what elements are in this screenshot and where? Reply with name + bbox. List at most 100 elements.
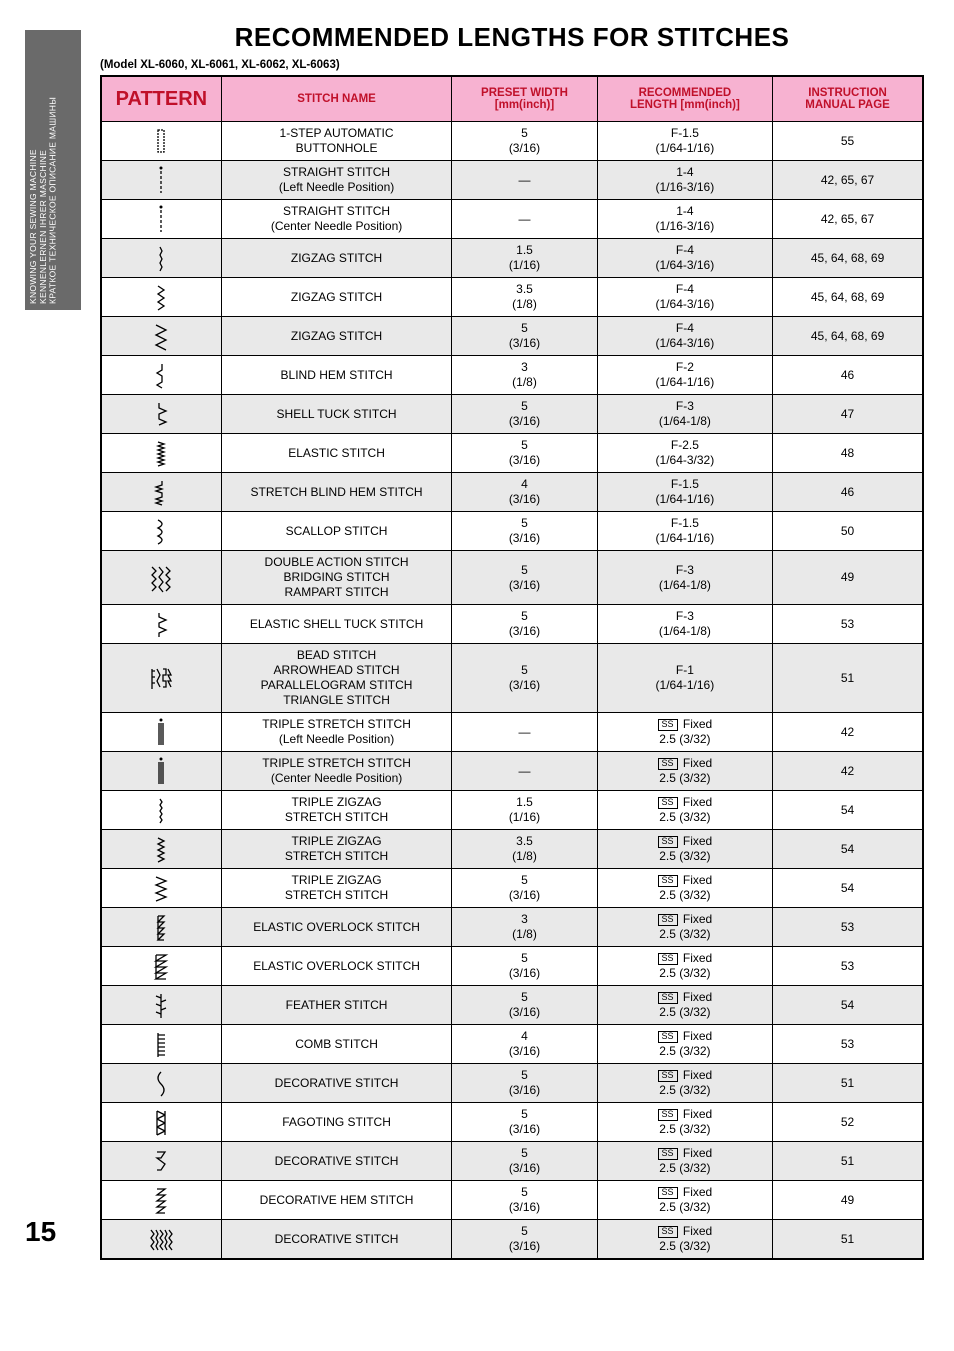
stitch-name: ELASTIC OVERLOCK STITCH xyxy=(221,908,452,947)
table-row: TRIPLE ZIGZAGSTRETCH STITCH1.5(1/16)SS F… xyxy=(101,791,923,830)
preset-width: 3(1/8) xyxy=(452,356,597,395)
manual-page: 42, 65, 67 xyxy=(773,161,923,200)
stitch-name: FAGOTING STITCH xyxy=(221,1103,452,1142)
preset-width: 3(1/8) xyxy=(452,908,597,947)
manual-page: 51 xyxy=(773,1064,923,1103)
pattern-icon xyxy=(101,605,221,644)
table-row: BLIND HEM STITCH3(1/8)F-2(1/64-1/16)46 xyxy=(101,356,923,395)
pattern-icon xyxy=(101,356,221,395)
recommended-length: SS Fixed2.5 (3/32) xyxy=(597,1142,772,1181)
preset-width: 3.5(1/8) xyxy=(452,278,597,317)
table-row: 1-STEP AUTOMATICBUTTONHOLE5(3/16)F-1.5(1… xyxy=(101,122,923,161)
recommended-length: F-3(1/64-1/8) xyxy=(597,395,772,434)
table-row: TRIPLE STRETCH STITCH(Center Needle Posi… xyxy=(101,752,923,791)
table-row: TRIPLE STRETCH STITCH(Left Needle Positi… xyxy=(101,713,923,752)
manual-page: 48 xyxy=(773,434,923,473)
page-content: RECOMMENDED LENGTHS FOR STITCHES (Model … xyxy=(100,0,954,1260)
recommended-length: F-4(1/64-3/16) xyxy=(597,239,772,278)
manual-page: 51 xyxy=(773,1220,923,1260)
recommended-length: F-2.5(1/64-3/32) xyxy=(597,434,772,473)
th-name: STITCH NAME xyxy=(221,76,452,122)
pattern-icon xyxy=(101,1181,221,1220)
stitch-name: SCALLOP STITCH xyxy=(221,512,452,551)
manual-page: 51 xyxy=(773,644,923,713)
preset-width: 4(3/16) xyxy=(452,473,597,512)
stitch-name: STRAIGHT STITCH(Center Needle Position) xyxy=(221,200,452,239)
stitch-name: ZIGZAG STITCH xyxy=(221,278,452,317)
table-row: FEATHER STITCH5(3/16)SS Fixed2.5 (3/32)5… xyxy=(101,986,923,1025)
stitch-name: STRETCH BLIND HEM STITCH xyxy=(221,473,452,512)
manual-page: 42 xyxy=(773,713,923,752)
side-tab: KNOWING YOUR SEWING MACHINEKENNENLERNEN … xyxy=(25,30,81,310)
stitch-name: DECORATIVE HEM STITCH xyxy=(221,1181,452,1220)
manual-page: 47 xyxy=(773,395,923,434)
preset-width: 5(3/16) xyxy=(452,947,597,986)
manual-page: 49 xyxy=(773,1181,923,1220)
stitch-name: TRIPLE ZIGZAGSTRETCH STITCH xyxy=(221,791,452,830)
pattern-icon xyxy=(101,1103,221,1142)
table-row: DECORATIVE STITCH5(3/16)SS Fixed2.5 (3/3… xyxy=(101,1064,923,1103)
recommended-length: F-1.5(1/64-1/16) xyxy=(597,512,772,551)
manual-page: 54 xyxy=(773,986,923,1025)
model-subtitle: (Model XL-6060, XL-6061, XL-6062, XL-606… xyxy=(100,59,924,71)
table-row: ZIGZAG STITCH3.5(1/8)F-4(1/64-3/16)45, 6… xyxy=(101,278,923,317)
pattern-icon xyxy=(101,644,221,713)
manual-page: 46 xyxy=(773,356,923,395)
recommended-length: SS Fixed2.5 (3/32) xyxy=(597,1181,772,1220)
pattern-icon xyxy=(101,551,221,605)
pattern-icon xyxy=(101,239,221,278)
table-row: TRIPLE ZIGZAGSTRETCH STITCH3.5(1/8)SS Fi… xyxy=(101,830,923,869)
recommended-length: F-4(1/64-3/16) xyxy=(597,278,772,317)
stitch-name: SHELL TUCK STITCH xyxy=(221,395,452,434)
stitch-name: TRIPLE ZIGZAGSTRETCH STITCH xyxy=(221,830,452,869)
stitch-name: DOUBLE ACTION STITCHBRIDGING STITCHRAMPA… xyxy=(221,551,452,605)
stitch-name: COMB STITCH xyxy=(221,1025,452,1064)
table-row: STRAIGHT STITCH(Left Needle Position)—1-… xyxy=(101,161,923,200)
manual-page: 42 xyxy=(773,752,923,791)
manual-page: 53 xyxy=(773,1025,923,1064)
recommended-length: SS Fixed2.5 (3/32) xyxy=(597,830,772,869)
manual-page: 52 xyxy=(773,1103,923,1142)
preset-width: — xyxy=(452,161,597,200)
stitch-name: FEATHER STITCH xyxy=(221,986,452,1025)
stitch-name: DECORATIVE STITCH xyxy=(221,1142,452,1181)
recommended-length: SS Fixed2.5 (3/32) xyxy=(597,1025,772,1064)
table-row: DECORATIVE STITCH5(3/16)SS Fixed2.5 (3/3… xyxy=(101,1142,923,1181)
table-row: ELASTIC OVERLOCK STITCH5(3/16)SS Fixed2.… xyxy=(101,947,923,986)
recommended-length: F-1(1/64-1/16) xyxy=(597,644,772,713)
table-row: STRETCH BLIND HEM STITCH4(3/16)F-1.5(1/6… xyxy=(101,473,923,512)
pattern-icon xyxy=(101,200,221,239)
manual-page: 53 xyxy=(773,908,923,947)
preset-width: 5(3/16) xyxy=(452,512,597,551)
stitch-name: DECORATIVE STITCH xyxy=(221,1220,452,1260)
manual-page: 50 xyxy=(773,512,923,551)
pattern-icon xyxy=(101,473,221,512)
pattern-icon xyxy=(101,752,221,791)
manual-page: 53 xyxy=(773,605,923,644)
recommended-length: SS Fixed2.5 (3/32) xyxy=(597,947,772,986)
stitch-name: TRIPLE STRETCH STITCH(Center Needle Posi… xyxy=(221,752,452,791)
th-width: PRESET WIDTH[mm(inch)] xyxy=(452,76,597,122)
page-title: RECOMMENDED LENGTHS FOR STITCHES xyxy=(100,22,924,53)
manual-page: 46 xyxy=(773,473,923,512)
manual-page: 55 xyxy=(773,122,923,161)
pattern-icon xyxy=(101,908,221,947)
recommended-length: SS Fixed2.5 (3/32) xyxy=(597,791,772,830)
pattern-icon xyxy=(101,434,221,473)
preset-width: — xyxy=(452,200,597,239)
preset-width: 5(3/16) xyxy=(452,317,597,356)
table-row: ELASTIC STITCH5(3/16)F-2.5(1/64-3/32)48 xyxy=(101,434,923,473)
preset-width: 5(3/16) xyxy=(452,986,597,1025)
preset-width: 1.5(1/16) xyxy=(452,791,597,830)
recommended-length: SS Fixed2.5 (3/32) xyxy=(597,1103,772,1142)
pattern-icon xyxy=(101,791,221,830)
table-row: COMB STITCH4(3/16)SS Fixed2.5 (3/32)53 xyxy=(101,1025,923,1064)
preset-width: 3.5(1/8) xyxy=(452,830,597,869)
preset-width: 5(3/16) xyxy=(452,395,597,434)
stitch-name: BLIND HEM STITCH xyxy=(221,356,452,395)
recommended-length: 1-4(1/16-3/16) xyxy=(597,200,772,239)
stitch-name: ZIGZAG STITCH xyxy=(221,239,452,278)
table-row: SCALLOP STITCH5(3/16)F-1.5(1/64-1/16)50 xyxy=(101,512,923,551)
table-row: ELASTIC SHELL TUCK STITCH5(3/16)F-3(1/64… xyxy=(101,605,923,644)
stitch-name: ELASTIC SHELL TUCK STITCH xyxy=(221,605,452,644)
